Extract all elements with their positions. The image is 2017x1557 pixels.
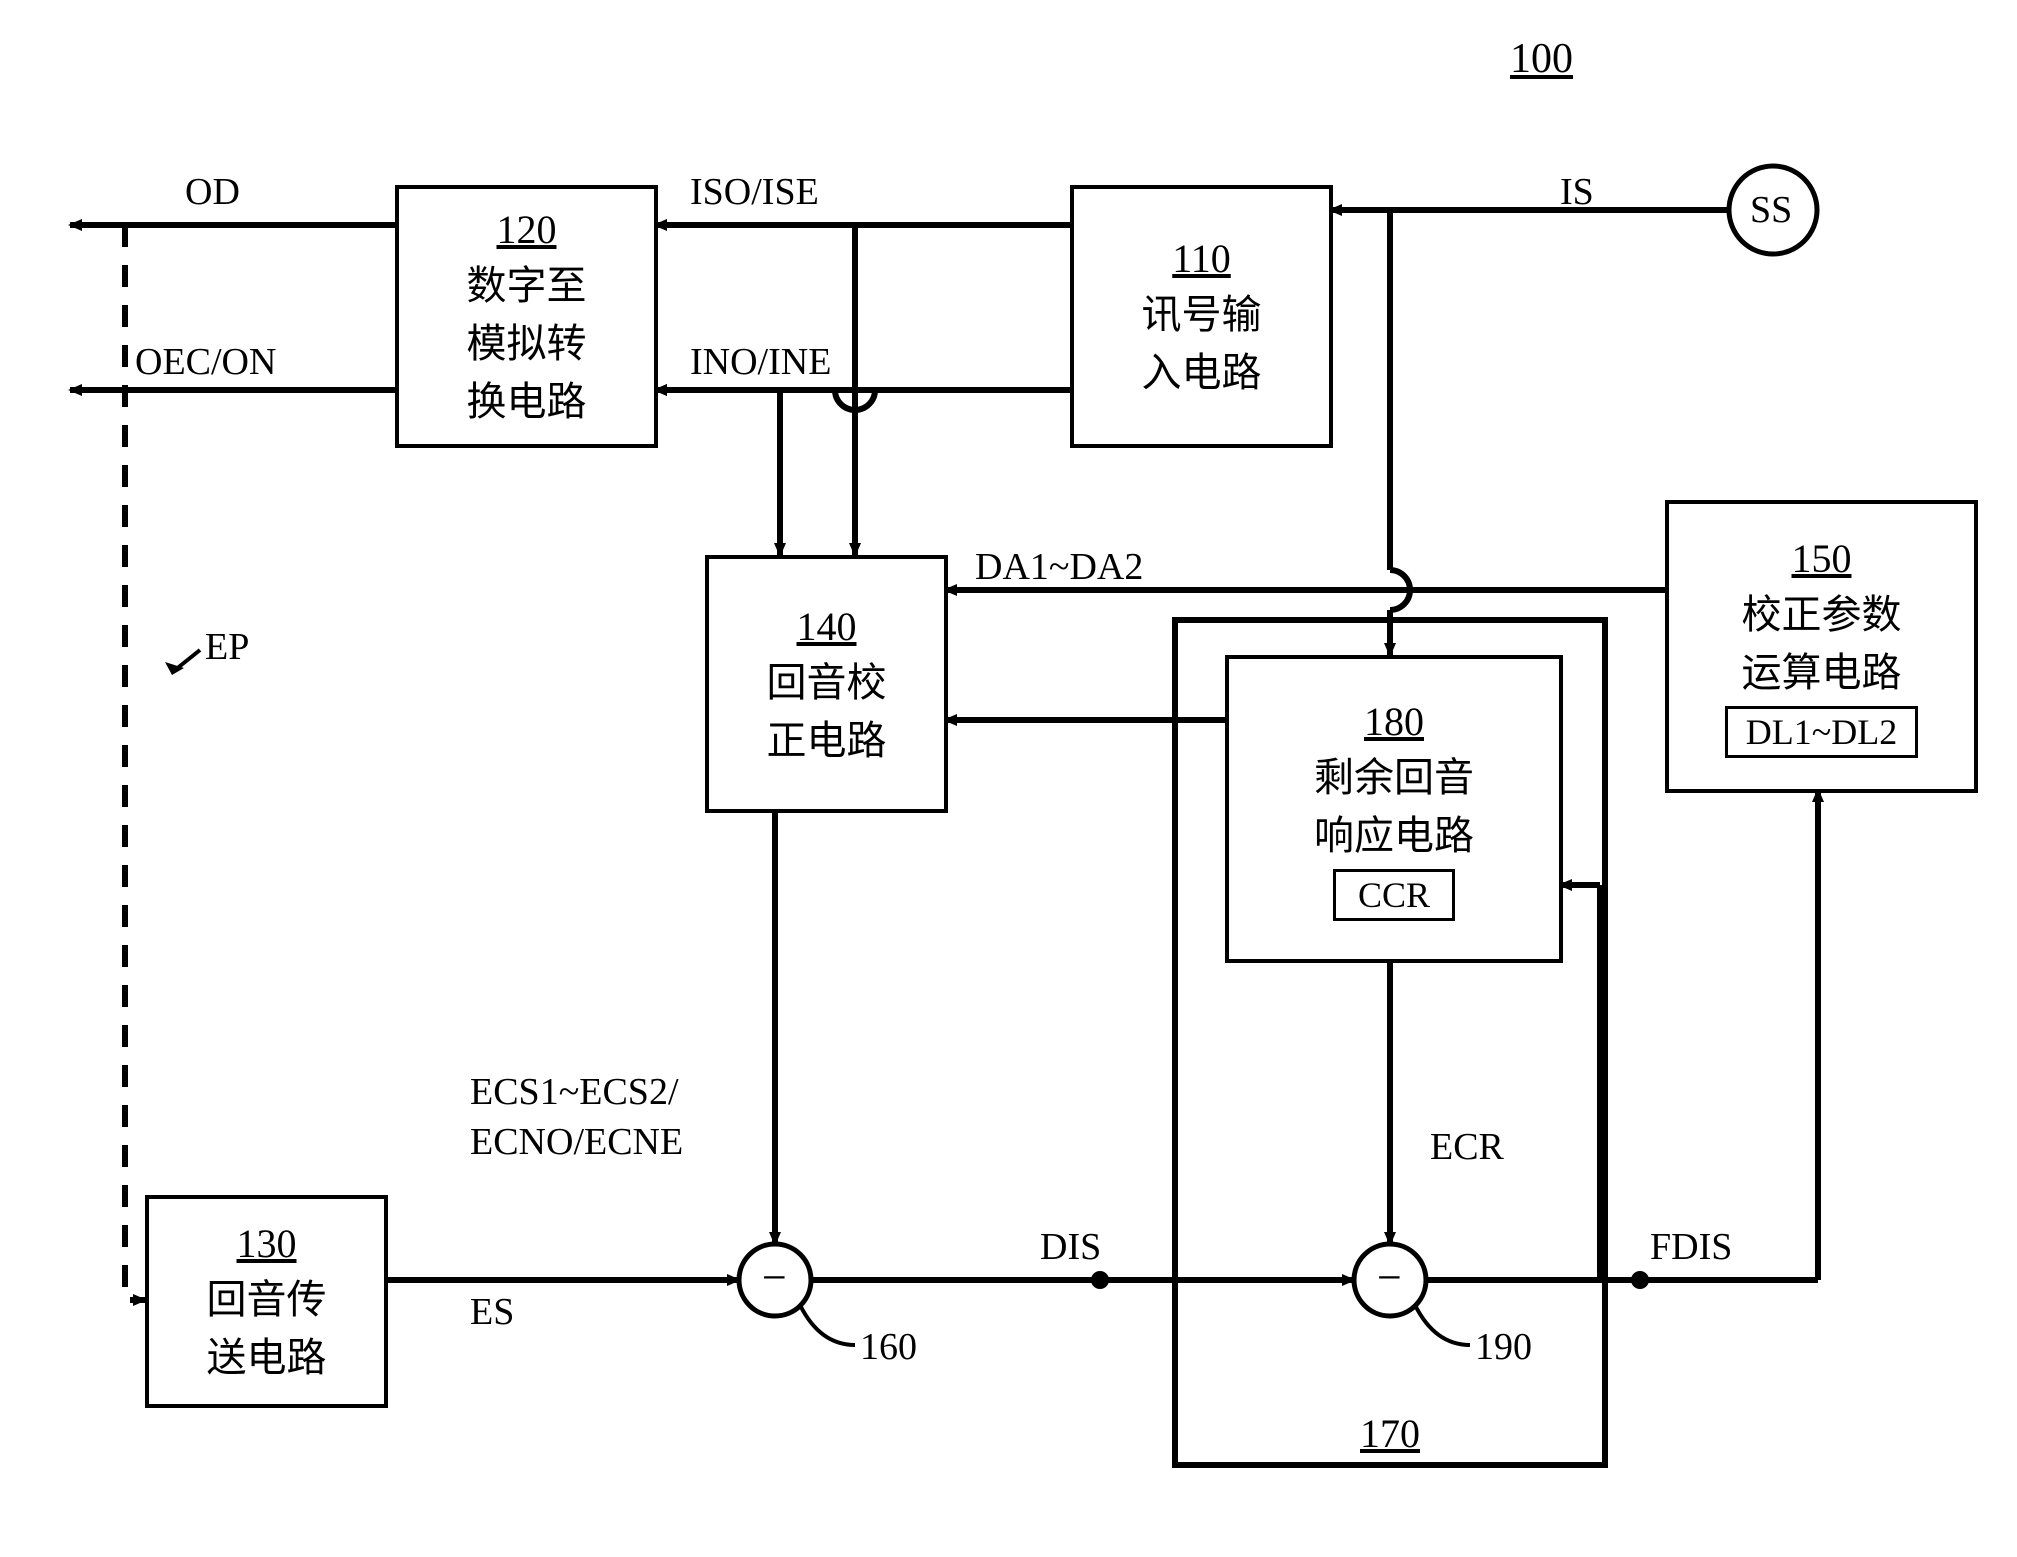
label-190: 190 [1475, 1325, 1532, 1369]
block-180-line2: 响应电路 [1314, 803, 1474, 861]
block-150-sublabel: DL1~DL2 [1725, 706, 1918, 758]
block-180: 180 剩余回音 响应电路 CCR [1225, 655, 1563, 963]
block-140-num: 140 [797, 603, 857, 650]
block-150-num: 150 [1792, 535, 1852, 582]
block-110-line1: 讯号输 [1142, 282, 1262, 340]
block-120: 120 数字至 模拟转 换电路 [395, 185, 658, 448]
label-dis: DIS [1040, 1225, 1101, 1269]
block-110-num: 110 [1172, 235, 1231, 282]
sub-160-sign: − [762, 1252, 787, 1303]
leader-160 [800, 1305, 855, 1345]
block-150-line2: 运算电路 [1742, 640, 1902, 698]
block-130-num: 130 [237, 1220, 297, 1267]
block-140: 140 回音校 正电路 [705, 555, 948, 813]
sub-190-sign: − [1377, 1252, 1402, 1303]
block-140-line1: 回音校 [767, 650, 887, 708]
label-ecs2: ECNO/ECNE [470, 1120, 683, 1164]
label-is: IS [1560, 170, 1594, 214]
diagram-canvas: 100 [0, 0, 2017, 1557]
label-iso-ise: ISO/ISE [690, 170, 819, 214]
block-130: 130 回音传 送电路 [145, 1195, 388, 1408]
label-od: OD [185, 170, 240, 214]
label-es: ES [470, 1290, 514, 1334]
block-180-sublabel: CCR [1333, 869, 1455, 921]
label-ep: EP [205, 625, 249, 669]
leader-190 [1415, 1305, 1470, 1345]
label-ino-ine: INO/INE [690, 340, 831, 384]
wire-ep [125, 225, 145, 1300]
label-ecs1: ECS1~ECS2/ [470, 1070, 679, 1114]
block-180-line1: 剩余回音 [1314, 745, 1474, 803]
ss-label: SS [1750, 188, 1792, 232]
label-160: 160 [860, 1325, 917, 1369]
block-150: 150 校正参数 运算电路 DL1~DL2 [1665, 500, 1978, 793]
block-120-line1: 数字至 [467, 253, 587, 311]
block-120-num: 120 [497, 206, 557, 253]
label-fdis: FDIS [1650, 1225, 1732, 1269]
block-170-num: 170 [1360, 1410, 1420, 1457]
block-180-num: 180 [1364, 698, 1424, 745]
block-130-line2: 送电路 [207, 1325, 327, 1383]
block-110-line2: 入电路 [1142, 340, 1262, 398]
block-120-line3: 换电路 [467, 369, 587, 427]
block-120-line2: 模拟转 [467, 311, 587, 369]
label-ecr: ECR [1430, 1125, 1504, 1169]
label-oec-on: OEC/ON [135, 340, 276, 384]
block-130-line1: 回音传 [207, 1267, 327, 1325]
label-da: DA1~DA2 [975, 545, 1143, 589]
block-140-line2: 正电路 [767, 708, 887, 766]
block-110: 110 讯号输 入电路 [1070, 185, 1333, 448]
block-150-line1: 校正参数 [1742, 582, 1902, 640]
